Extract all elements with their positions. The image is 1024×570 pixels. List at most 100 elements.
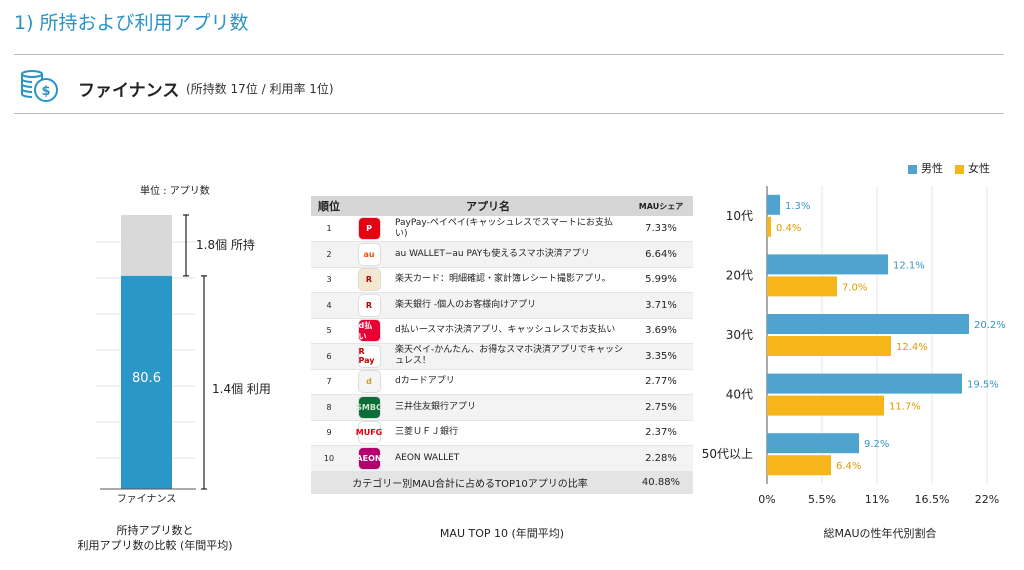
male-bar xyxy=(767,433,859,454)
row-app-name: 楽天カード：明細確認・家計簿レシート撮影アプリ。 xyxy=(391,267,629,293)
row-rank: 9 xyxy=(311,420,347,446)
owned-used-caption-line1: 所持アプリ数と xyxy=(116,524,194,537)
female-bar xyxy=(767,276,837,297)
row-app-name: PayPay-ペイペイ(キャッシュレスでスマートにお支払い) xyxy=(391,216,629,242)
legend-female-swatch xyxy=(955,164,964,174)
table-row: 10 AEON AEON WALLET 2.28% xyxy=(311,445,693,472)
row-icon-cell: MUFG xyxy=(347,420,391,446)
page-title: 1) 所持および利用アプリ数 xyxy=(14,12,249,34)
x-tick-label: 16.5% xyxy=(915,493,950,506)
table-total-row: カテゴリー別MAU合計に占めるTOP10アプリの比率 40.88% xyxy=(311,471,693,494)
row-mau-share: 7.33% xyxy=(629,216,693,242)
table-row: 6 R Pay 楽天ペイ-かんたん、お得なスマホ決済アプリでキャッシュレス！ 3.35… xyxy=(311,343,693,370)
table-row: 1 P PayPay-ペイペイ(キャッシュレスでスマートにお支払い) 7.33% xyxy=(311,216,693,242)
row-icon-cell: R xyxy=(347,292,391,319)
row-rank: 6 xyxy=(311,343,347,370)
table-row: 8 SMBC 三井住友銀行アプリ 2.75% xyxy=(311,394,693,421)
row-icon-cell: R Pay xyxy=(347,343,391,370)
owned-used-caption-line2: 利用アプリ数の比較 (年間平均) xyxy=(77,539,233,552)
x-tick-label: 5.5% xyxy=(808,493,836,506)
x-tick-label: 22% xyxy=(975,493,999,506)
aeon-wallet-icon: AEON xyxy=(356,446,382,470)
age-gender-caption: 総MAUの性年代別割合 xyxy=(823,527,937,540)
row-rank: 8 xyxy=(311,394,347,421)
owned-used-caption: 所持アプリ数と 利用アプリ数の比較 (年間平均) xyxy=(40,523,270,553)
chart-legend: 男性 女性 xyxy=(908,160,990,176)
row-icon-cell: SMBC xyxy=(347,394,391,421)
section-subtitle: (所持数 17位 / 利用率 1位) xyxy=(186,82,334,96)
legend-male-label: 男性 xyxy=(921,162,943,175)
male-bar-label: 20.2% xyxy=(974,320,1006,331)
row-rank: 1 xyxy=(311,216,347,242)
unit-label: 単位 : アプリ数 xyxy=(140,186,210,197)
title-divider xyxy=(14,54,1004,55)
smbc-icon: SMBC xyxy=(356,395,382,419)
row-rank: 5 xyxy=(311,318,347,344)
male-bar xyxy=(767,314,969,334)
female-bar xyxy=(767,216,771,237)
male-bar xyxy=(767,373,962,394)
total-label: カテゴリー別MAU合計に占めるTOP10アプリの比率 xyxy=(311,471,629,494)
row-app-name: 三井住友銀行アプリ xyxy=(391,394,629,421)
rakuten-bank-icon: R xyxy=(357,293,381,317)
y-category-label: 30代 xyxy=(726,328,753,342)
x-tick-label: 0% xyxy=(758,493,775,506)
svg-text:$: $ xyxy=(41,84,50,99)
row-mau-share: 2.28% xyxy=(629,445,693,472)
x-tick-label: 11% xyxy=(865,493,889,506)
row-mau-share: 3.69% xyxy=(629,318,693,344)
mau-table: 順位 アプリ名 MAUシェア 1 P PayPay-ペイペイ(キャッシュレスでスマー… xyxy=(311,196,693,494)
female-bar xyxy=(767,336,891,356)
female-bar xyxy=(767,395,884,416)
male-bar-label: 9.2% xyxy=(864,439,889,450)
header-mau-share: MAUシェア xyxy=(629,196,693,216)
female-bar-label: 7.0% xyxy=(842,282,867,293)
row-rank: 2 xyxy=(311,241,347,268)
row-icon-cell: AEON xyxy=(347,445,391,472)
row-mau-share: 5.99% xyxy=(629,267,693,293)
row-icon-cell: d xyxy=(347,369,391,395)
row-app-name: 三菱ＵＦＪ銀行 xyxy=(391,420,629,446)
female-bar-label: 12.4% xyxy=(896,342,928,353)
d-card-icon: d xyxy=(357,370,381,394)
mufg-icon: MUFG xyxy=(356,421,382,445)
row-rank: 7 xyxy=(311,369,347,395)
rakuten-card-icon: R xyxy=(357,268,381,292)
stack-category-label: ファイナンス xyxy=(117,493,177,505)
legend-female-label: 女性 xyxy=(968,162,990,175)
owned-bar-segment xyxy=(121,215,172,276)
row-mau-share: 2.37% xyxy=(629,420,693,446)
paypay-icon: P xyxy=(357,217,381,240)
header-app-name: アプリ名 xyxy=(347,196,629,216)
mau-table-caption: MAU TOP 10 (年間平均) xyxy=(439,527,565,540)
male-bar xyxy=(767,194,780,215)
table-row: 9 MUFG 三菱ＵＦＪ銀行 2.37% xyxy=(311,420,693,446)
row-rank: 4 xyxy=(311,292,347,319)
male-bar-label: 12.1% xyxy=(893,260,925,271)
table-row: 7 d dカードアプリ 2.77% xyxy=(311,369,693,395)
coin-stack-icon: $ xyxy=(21,70,58,102)
y-category-label: 10代 xyxy=(726,209,753,223)
row-icon-cell: R xyxy=(347,267,391,293)
table-row: 4 R 楽天銀行 -個人のお客様向けアプリ 3.71% xyxy=(311,292,693,319)
row-mau-share: 2.77% xyxy=(629,369,693,395)
row-mau-share: 2.75% xyxy=(629,394,693,421)
female-bar xyxy=(767,455,831,476)
used-annotation: 1.4個 利用 xyxy=(212,382,271,396)
row-app-name: dカードアプリ xyxy=(391,369,629,395)
row-rank: 10 xyxy=(311,445,347,472)
y-category-label: 20代 xyxy=(726,268,753,282)
y-category-label: 40代 xyxy=(726,388,753,402)
used-bar-label: 80.6 xyxy=(132,371,161,386)
table-row: 5 d払い d払いースマホ決済アプリ、キャッシュレスでお支払い 3.69% xyxy=(311,318,693,344)
row-app-name: 楽天銀行 -個人のお客様向けアプリ xyxy=(391,292,629,319)
header-rank: 順位 xyxy=(311,196,347,216)
used-bar-segment xyxy=(121,275,172,489)
male-bar-label: 19.5% xyxy=(967,380,999,391)
d-barai-icon: d払い xyxy=(357,319,381,343)
female-bar-label: 0.4% xyxy=(776,223,801,234)
owned-annotation: 1.8個 所持 xyxy=(196,237,255,252)
au-wallet-icon: au xyxy=(357,242,381,266)
total-value: 40.88% xyxy=(629,471,693,494)
